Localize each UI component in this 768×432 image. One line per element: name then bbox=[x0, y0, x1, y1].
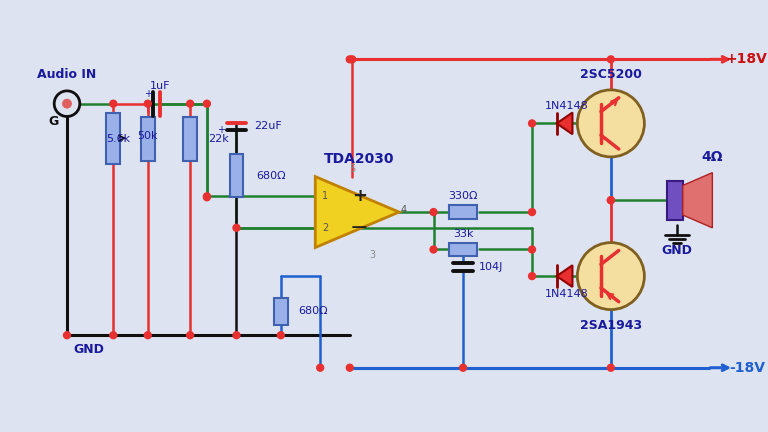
Text: 2: 2 bbox=[322, 223, 328, 233]
Text: +: + bbox=[217, 125, 225, 135]
Circle shape bbox=[607, 197, 614, 203]
Circle shape bbox=[233, 332, 240, 339]
Circle shape bbox=[578, 243, 644, 310]
Polygon shape bbox=[683, 173, 713, 228]
Circle shape bbox=[528, 246, 535, 253]
Circle shape bbox=[187, 332, 194, 339]
Text: GND: GND bbox=[73, 343, 104, 356]
Circle shape bbox=[430, 209, 437, 216]
Bar bbox=[274, 298, 288, 325]
Text: 1uF: 1uF bbox=[149, 81, 170, 91]
Bar bbox=[184, 118, 197, 161]
Bar bbox=[449, 243, 477, 257]
Text: −: − bbox=[349, 218, 369, 238]
Text: 33k: 33k bbox=[453, 229, 473, 239]
Text: 2SC5200: 2SC5200 bbox=[580, 68, 642, 81]
Circle shape bbox=[528, 273, 535, 280]
Text: 22k: 22k bbox=[208, 134, 229, 144]
Circle shape bbox=[277, 332, 284, 339]
Text: 1N4148: 1N4148 bbox=[545, 101, 588, 111]
Polygon shape bbox=[557, 265, 572, 287]
Bar bbox=[107, 113, 121, 164]
Circle shape bbox=[528, 120, 535, 127]
Text: 4Ω: 4Ω bbox=[702, 150, 723, 164]
Circle shape bbox=[187, 100, 194, 107]
Circle shape bbox=[204, 193, 210, 200]
Circle shape bbox=[607, 364, 614, 371]
Text: Audio IN: Audio IN bbox=[38, 68, 97, 81]
Text: +: + bbox=[352, 187, 366, 205]
Circle shape bbox=[62, 99, 72, 108]
Bar bbox=[141, 118, 154, 161]
Circle shape bbox=[578, 90, 644, 157]
Text: G: G bbox=[48, 115, 58, 128]
Circle shape bbox=[346, 364, 353, 371]
Text: TDA2030: TDA2030 bbox=[324, 152, 395, 166]
Text: +: + bbox=[144, 89, 152, 99]
Polygon shape bbox=[557, 113, 572, 134]
Text: 50k: 50k bbox=[137, 131, 157, 141]
Text: 1: 1 bbox=[322, 191, 328, 201]
Text: GND: GND bbox=[661, 244, 692, 257]
Text: 4: 4 bbox=[401, 205, 407, 215]
Text: 2SA1943: 2SA1943 bbox=[580, 319, 642, 332]
Text: 330Ω: 330Ω bbox=[449, 191, 478, 201]
Text: 5: 5 bbox=[349, 164, 356, 174]
Circle shape bbox=[144, 332, 151, 339]
Text: 1N4148: 1N4148 bbox=[545, 289, 588, 299]
Bar bbox=[449, 205, 477, 219]
Circle shape bbox=[459, 364, 466, 371]
Circle shape bbox=[349, 56, 356, 63]
Text: 680Ω: 680Ω bbox=[299, 305, 328, 316]
Text: 5.6k: 5.6k bbox=[106, 134, 130, 144]
Circle shape bbox=[607, 56, 614, 63]
Circle shape bbox=[110, 332, 117, 339]
Bar bbox=[667, 181, 683, 220]
Bar bbox=[230, 154, 243, 197]
Circle shape bbox=[64, 332, 71, 339]
Text: +18V: +18V bbox=[726, 52, 768, 67]
Circle shape bbox=[204, 194, 210, 201]
Text: 680Ω: 680Ω bbox=[257, 171, 286, 181]
Circle shape bbox=[430, 246, 437, 253]
Circle shape bbox=[346, 56, 353, 63]
Circle shape bbox=[204, 100, 210, 107]
Circle shape bbox=[144, 100, 151, 107]
Text: 104J: 104J bbox=[478, 262, 503, 272]
Circle shape bbox=[110, 100, 117, 107]
Text: 3: 3 bbox=[369, 251, 375, 260]
Circle shape bbox=[528, 209, 535, 216]
Polygon shape bbox=[316, 177, 399, 248]
Circle shape bbox=[607, 197, 614, 203]
Circle shape bbox=[316, 364, 323, 371]
Text: -18V: -18V bbox=[729, 361, 765, 375]
Circle shape bbox=[233, 224, 240, 231]
Text: 22uF: 22uF bbox=[254, 121, 282, 131]
